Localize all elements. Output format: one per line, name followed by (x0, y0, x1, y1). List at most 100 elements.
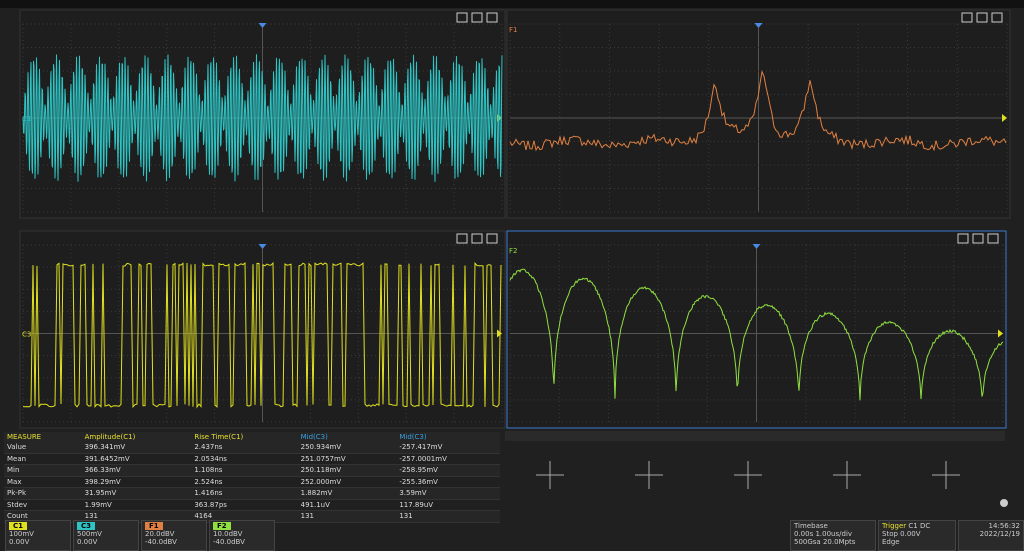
clock-time: 14:56:32 (988, 522, 1020, 530)
c3-wave (22, 261, 502, 409)
trigger-marker (258, 244, 267, 249)
panel-icon[interactable] (976, 12, 988, 23)
trig-level: 0.00V (900, 530, 921, 538)
col-head: Rise Time(C1) (194, 433, 244, 441)
cell: 250.118mV (297, 464, 397, 477)
measure-row: Stdev 1.99mV 363.87ps 491.1uV 117.89uV (4, 499, 500, 511)
f1-spectrum (509, 69, 1007, 152)
cell: 391.6452mV (81, 453, 192, 465)
cell: 117.89uV (396, 499, 500, 511)
cell: 31.95mV (81, 487, 192, 500)
top-bar (0, 0, 1024, 8)
level-marker (998, 329, 1003, 338)
cell: 1.99mV (81, 499, 192, 511)
cell: 363.87ps (191, 499, 298, 511)
cell: 1.416ns (191, 487, 298, 500)
channel-offset: 0.00V (9, 538, 30, 546)
row-label: Mean (4, 453, 82, 465)
col-head: Mid(C3) (399, 433, 427, 441)
channel-box[interactable]: C3 500mV 0.00V (73, 520, 139, 551)
clock-box: 14:56:32 2022/12/19 (958, 520, 1024, 551)
channel-scale: 100mV (9, 530, 34, 538)
measure-table: MEASURE Amplitude(C1) Rise Time(C1) Mid(… (4, 432, 500, 523)
channel-offset: -40.0dBV (213, 538, 245, 546)
c1-wave (22, 54, 503, 182)
close-icon (1000, 499, 1008, 507)
channel-label: C3 (22, 331, 31, 339)
cell: -255.36mV (396, 476, 500, 488)
cell: 1.882mV (297, 487, 397, 500)
channel-scale: 10.0dBV (213, 530, 243, 538)
col-head: Amplitude(C1) (84, 433, 136, 441)
channel-label: F1 (509, 26, 517, 34)
empty-slot (734, 461, 762, 489)
channel-scale: 20.0dBV (145, 530, 175, 538)
trigger-marker (754, 23, 763, 28)
panel-icon[interactable] (471, 12, 483, 23)
panel-icon[interactable] (961, 12, 973, 23)
timebase-title: Timebase (794, 522, 828, 530)
cell: 366.33mV (81, 464, 192, 477)
panel-icon[interactable] (987, 233, 999, 244)
channel-offset: -40.0dBV (145, 538, 177, 546)
panel-icon[interactable] (957, 233, 969, 244)
empty-slot (536, 461, 564, 489)
trigger-title: Trigger (882, 522, 907, 530)
panel-icon[interactable] (456, 233, 468, 244)
cell: 251.0757mV (297, 453, 397, 465)
cell: -258.95mV (396, 464, 500, 477)
empty-slot (833, 461, 861, 489)
tb-points: 20.0Mpts (822, 538, 856, 546)
measure-row: Value 396.341mV 2.437ns 250.934mV -257.417mV (4, 442, 500, 454)
channel-box[interactable]: F1 20.0dBV -40.0dBV (141, 520, 207, 551)
channel-label: F2 (509, 247, 517, 255)
tb-rate: 500Gsa (794, 538, 821, 546)
f2-spectrum (509, 268, 1004, 401)
channel-box[interactable]: F2 10.0dBV -40.0dBV (209, 520, 275, 551)
cell: 131 (396, 510, 500, 523)
cell: 491.1uV (297, 499, 397, 511)
level-marker (497, 329, 502, 338)
cell: 2.437ns (191, 442, 298, 454)
channel-head: F2 (213, 522, 271, 530)
cell: 252.000mV (297, 476, 397, 488)
trig-type: Edge (882, 538, 900, 546)
measure-row: Max 398.29mV 2.524ns 252.000mV -255.36mV (4, 476, 500, 488)
channel-label: C1 (22, 115, 31, 123)
tb-delay: 0.00s (794, 530, 814, 538)
cell: 398.29mV (81, 476, 192, 488)
trig-mode: Stop (882, 530, 898, 538)
trigger-box[interactable]: Trigger C1 DC Stop 0.00V Edge (878, 520, 956, 551)
cell: 396.341mV (81, 442, 192, 454)
trigger-marker (258, 23, 267, 28)
channel-tag: C3 (77, 522, 96, 530)
cell: 3.59mV (396, 487, 500, 500)
channel-tag: F2 (213, 522, 231, 530)
panel-icon[interactable] (486, 233, 498, 244)
panel-icon[interactable] (471, 233, 483, 244)
clock-date: 2022/12/19 (979, 530, 1020, 538)
panel-icon[interactable] (456, 12, 468, 23)
channel-box[interactable]: C1 100mV 0.00V (5, 520, 71, 551)
row-label: Stdev (4, 499, 82, 511)
row-label: Pk-Pk (4, 487, 82, 500)
cell: 131 (297, 510, 397, 523)
channel-head: C1 (9, 522, 67, 530)
panel-icon[interactable] (972, 233, 984, 244)
row-label: Min (4, 464, 82, 477)
panel-icon[interactable] (991, 12, 1003, 23)
level-marker (1002, 114, 1007, 122)
channel-head: C3 (77, 522, 135, 530)
tb-scale: 1.00us/div (815, 530, 853, 538)
channel-tag: F1 (145, 522, 163, 530)
empty-slot (932, 461, 960, 489)
timebase-box[interactable]: Timebase 0.00s 1.00us/div 500Gsa 20.0Mpt… (790, 520, 876, 551)
channel-tag: C1 (9, 522, 28, 530)
panel-icon[interactable] (486, 12, 498, 23)
measure-row: Min 366.33mV 1.108ns 250.118mV -258.95mV (4, 464, 500, 477)
trig-source: C1 DC (908, 522, 931, 530)
cell: -257.0001mV (396, 453, 500, 465)
measure-row: Mean 391.6452mV 2.0534ns 251.0757mV -257.000… (4, 453, 500, 465)
